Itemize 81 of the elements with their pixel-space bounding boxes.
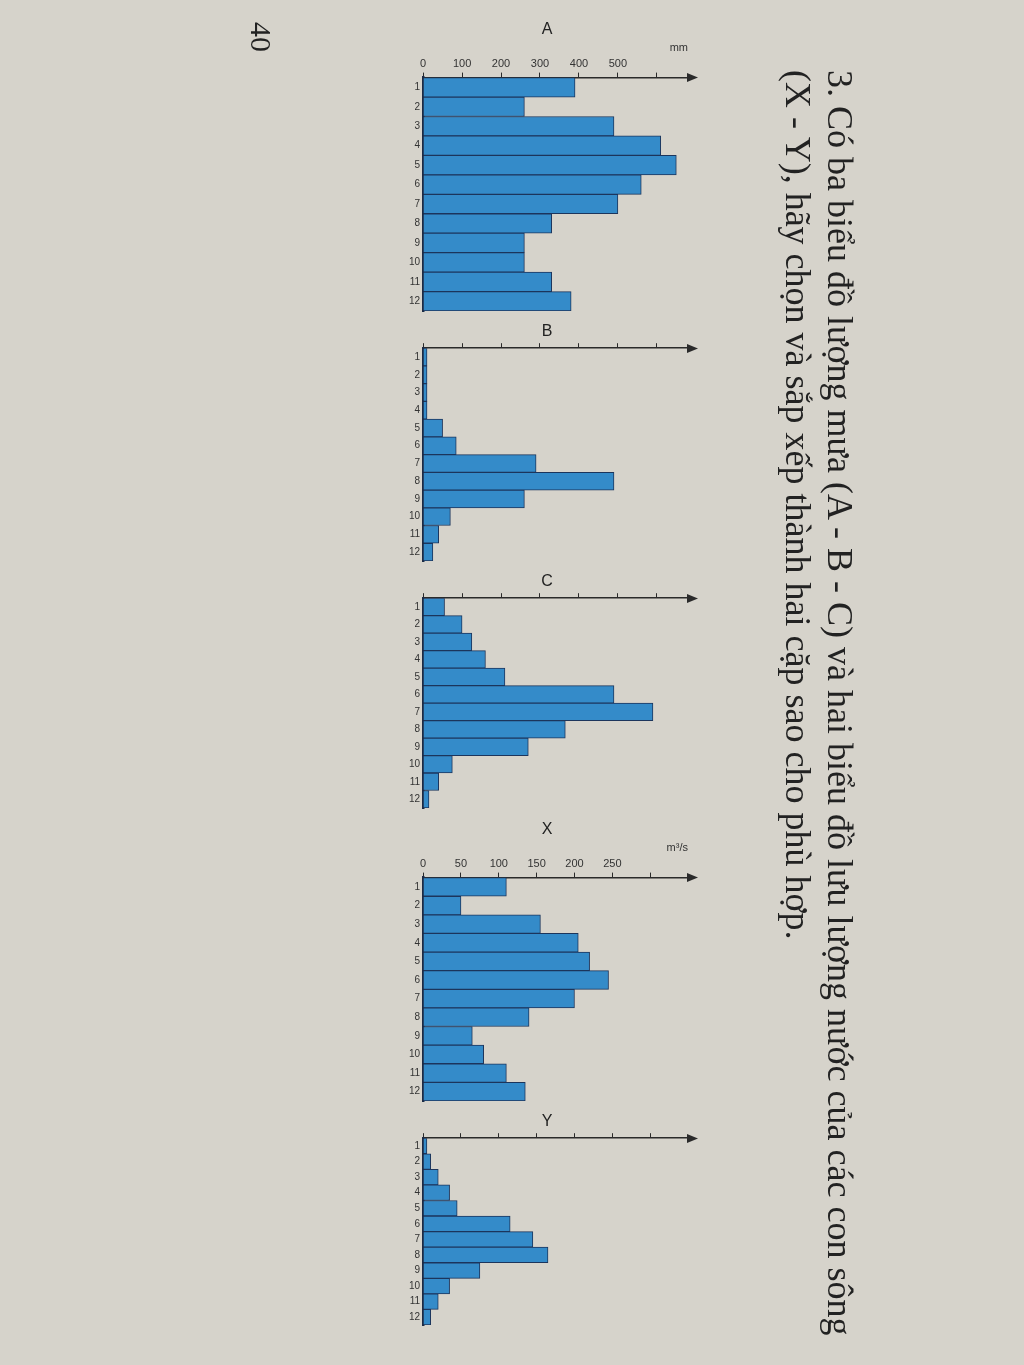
y-tick-label: 6: [414, 178, 421, 190]
y-tick-label: 7: [414, 197, 421, 209]
y-tick-label: 10: [409, 758, 421, 770]
x-tick-label: 300: [530, 57, 550, 70]
y-tick-label: 2: [414, 368, 421, 380]
y-tick-label: 12: [409, 1310, 421, 1322]
y-tick-label: 4: [414, 1186, 421, 1198]
text: 40: [244, 22, 278, 52]
y-tick-label: 8: [414, 1248, 421, 1260]
x-tick-label: 100: [489, 857, 508, 870]
y-tick-label: 9: [414, 492, 421, 504]
y-tick-label: 11: [409, 528, 421, 540]
y-tick-label: 5: [414, 421, 421, 433]
y-tick-label: 10: [409, 510, 421, 522]
y-tick-label: 2: [414, 618, 421, 630]
y-tick-label: 5: [414, 670, 421, 682]
y-tick-label: 7: [414, 705, 421, 717]
y-tick-label: 6: [414, 439, 421, 451]
y-tick-label: 3: [414, 635, 421, 647]
y-tick-label: 7: [414, 1233, 421, 1245]
y-tick-label: 12: [409, 793, 421, 805]
x-tick-label: 500: [608, 57, 628, 70]
y-tick-label: 9: [414, 236, 421, 248]
chart-title: C: [541, 572, 553, 590]
y-tick-label: 4: [414, 936, 421, 948]
y-tick-label: 4: [414, 653, 421, 665]
chart-title: A: [541, 20, 553, 38]
x-tick-label: 150: [527, 857, 546, 870]
y-tick-label: 3: [414, 119, 421, 131]
y-tick-label: 6: [414, 1217, 421, 1229]
y-tick-label: 1: [414, 81, 421, 93]
y-tick-label: 12: [409, 545, 421, 557]
y-tick-label: 10: [409, 1279, 421, 1291]
y-tick-label: 6: [414, 973, 421, 985]
y-tick-label: 6: [414, 688, 421, 700]
y-tick-label: 9: [414, 1264, 421, 1276]
y-tick-label: 12: [409, 295, 421, 307]
y-tick-label: 9: [414, 1029, 421, 1041]
y-tick-label: 8: [414, 723, 421, 735]
y-tick-label: 9: [414, 740, 421, 752]
y-tick-label: 8: [414, 217, 421, 229]
y-tick-label: 2: [414, 100, 421, 112]
y-tick-label: 8: [414, 474, 421, 486]
x-tick-label: 200: [565, 857, 584, 870]
y-tick-label: 3: [414, 386, 421, 398]
chart-title: X: [541, 820, 553, 838]
x-tick-label: 0: [420, 857, 427, 870]
y-tick-label: 12: [409, 1085, 421, 1097]
y-tick-label: 11: [409, 1066, 421, 1078]
x-axis-title: mm: [669, 40, 688, 53]
y-tick-label: 5: [414, 158, 421, 170]
x-tick-label: 400: [569, 57, 589, 70]
y-tick-label: 1: [414, 1139, 421, 1151]
chart-title: B: [541, 322, 553, 340]
y-tick-label: 1: [414, 350, 421, 362]
x-tick-label: 0: [420, 57, 427, 70]
y-tick-label: 8: [414, 1010, 421, 1022]
y-tick-label: 7: [414, 457, 421, 469]
y-tick-label: 1: [414, 600, 421, 612]
y-tick-label: 11: [409, 775, 421, 787]
chart-title: Y: [541, 1112, 553, 1130]
y-tick-label: 11: [409, 1295, 421, 1307]
y-tick-label: 1: [414, 880, 421, 892]
y-tick-label: 4: [414, 404, 421, 416]
y-tick-label: 2: [414, 899, 421, 911]
y-tick-label: 7: [414, 992, 421, 1004]
x-tick-label: 100: [452, 57, 472, 70]
y-tick-label: 2: [414, 1155, 421, 1167]
x-axis-title: m³/s: [666, 840, 689, 853]
y-tick-label: 5: [414, 1202, 421, 1213]
x-tick-label: 250: [603, 857, 622, 870]
y-tick-label: 4: [414, 139, 421, 151]
x-tick-label: 50: [454, 857, 468, 870]
y-tick-label: 11: [409, 275, 421, 287]
y-tick-label: 3: [414, 1170, 421, 1182]
y-tick-label: 3: [414, 917, 421, 929]
y-tick-label: 5: [414, 955, 421, 967]
y-tick-label: 10: [409, 1048, 421, 1060]
text: 3. Có ba biểu đồ lượng mưa (A - B - C) và hai biểu đồ lưu lượng nước của các con sông (X - Y), hãy chọn và sắp xếp thành hai cặp sao cho phù hợp.: [777, 70, 861, 1338]
x-tick-label: 200: [491, 57, 511, 70]
y-tick-label: 10: [409, 256, 421, 268]
